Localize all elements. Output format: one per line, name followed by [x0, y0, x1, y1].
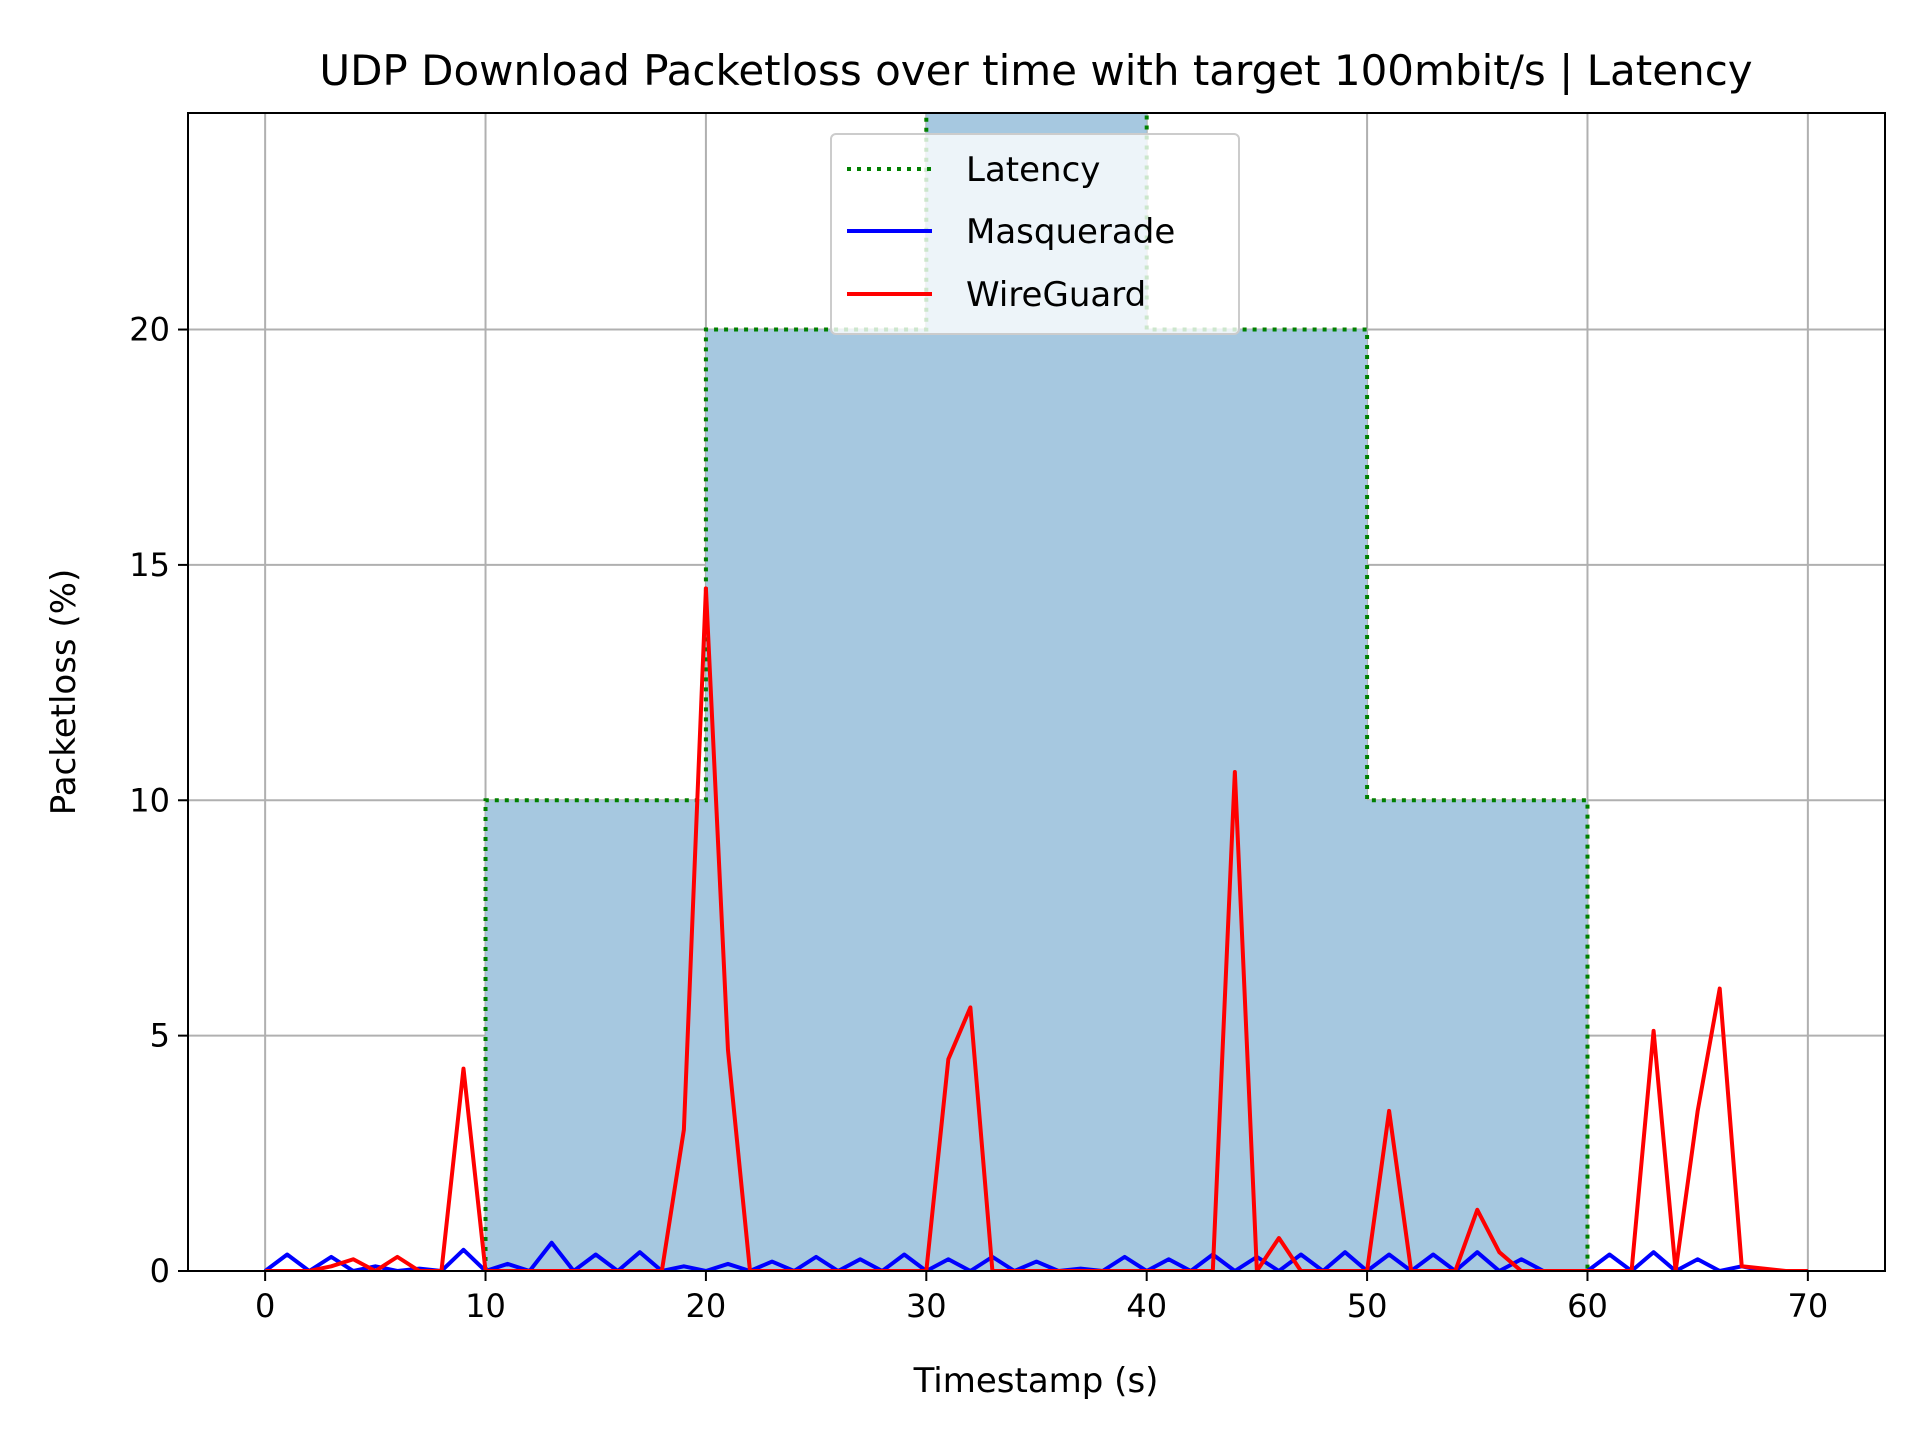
x-tick-label-2: 20 [686, 1287, 727, 1325]
plot-frame [187, 112, 1886, 1272]
x-axis-label: Timestamp (s) [913, 1361, 1159, 1401]
y-tick-label-4: 20 [129, 311, 170, 349]
legend-label-wireguard: WireGuard [966, 275, 1146, 315]
legend-label-latency: Latency [966, 150, 1100, 190]
x-tick-label-6: 60 [1567, 1287, 1608, 1325]
x-tick-label-5: 50 [1347, 1287, 1388, 1325]
latency-area [485, 113, 1588, 1271]
series-line-masquerade [263, 1240, 1808, 1271]
y-ticks: 0 5 10 15 20 [129, 311, 188, 1290]
series-lines [263, 586, 1808, 1271]
legend-box [830, 133, 1240, 335]
x-tick-label-4: 40 [1126, 1287, 1167, 1325]
y-tick-label-2: 10 [129, 781, 170, 819]
y-tick-label-0: 0 [150, 1252, 170, 1290]
chart-title: UDP Download Packetloss over time with t… [319, 46, 1752, 95]
legend: Latency Masquerade WireGuard [830, 133, 1240, 335]
y-tick-label-1: 5 [150, 1017, 170, 1055]
x-tick-label-7: 70 [1788, 1287, 1829, 1325]
legend-label-masquerade: Masquerade [966, 212, 1175, 252]
latency-outline [483, 113, 1590, 1271]
x-tick-label-0: 0 [255, 1287, 275, 1325]
latency-fill [483, 113, 1590, 1271]
y-axis-label: Packetloss (%) [44, 569, 84, 816]
x-tick-label-3: 30 [906, 1287, 947, 1325]
x-tick-label-1: 10 [465, 1287, 506, 1325]
y-tick-label-3: 15 [129, 546, 170, 584]
x-ticks: 0 10 20 30 40 50 60 70 [255, 1271, 1828, 1325]
